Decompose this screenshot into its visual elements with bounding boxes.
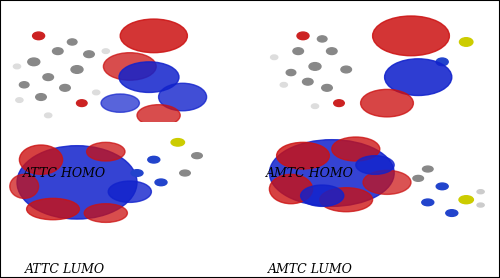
Circle shape — [28, 58, 40, 66]
Ellipse shape — [158, 83, 206, 111]
Circle shape — [43, 74, 54, 81]
Circle shape — [459, 196, 473, 204]
Text: ATTC LUMO: ATTC LUMO — [25, 263, 105, 276]
Text: ATTC HOMO: ATTC HOMO — [24, 167, 106, 180]
Circle shape — [76, 100, 87, 106]
Ellipse shape — [384, 59, 452, 95]
Circle shape — [102, 49, 110, 53]
Ellipse shape — [104, 53, 156, 80]
Ellipse shape — [108, 181, 152, 202]
Circle shape — [171, 139, 184, 146]
Ellipse shape — [10, 174, 38, 198]
Ellipse shape — [300, 185, 344, 206]
Circle shape — [312, 104, 318, 108]
Circle shape — [16, 98, 23, 102]
Circle shape — [302, 78, 313, 85]
Ellipse shape — [101, 94, 140, 112]
Circle shape — [322, 85, 332, 91]
Text: AMTC LUMO: AMTC LUMO — [268, 263, 352, 276]
Ellipse shape — [356, 156, 394, 174]
Circle shape — [422, 166, 433, 172]
Ellipse shape — [86, 142, 125, 161]
Circle shape — [280, 83, 287, 87]
Circle shape — [71, 66, 83, 73]
Ellipse shape — [17, 146, 137, 219]
Ellipse shape — [84, 204, 128, 222]
Circle shape — [68, 39, 77, 45]
Circle shape — [20, 82, 29, 88]
Circle shape — [446, 210, 458, 216]
Circle shape — [52, 48, 63, 54]
Circle shape — [286, 70, 296, 76]
Circle shape — [32, 32, 44, 40]
Circle shape — [270, 55, 278, 59]
Ellipse shape — [119, 62, 179, 92]
Circle shape — [60, 85, 70, 91]
Circle shape — [92, 90, 100, 95]
Circle shape — [293, 48, 304, 54]
Circle shape — [477, 190, 484, 194]
Ellipse shape — [20, 145, 62, 174]
Circle shape — [44, 113, 52, 118]
Circle shape — [477, 203, 484, 207]
Ellipse shape — [26, 198, 80, 220]
Circle shape — [436, 183, 448, 190]
Circle shape — [422, 199, 434, 206]
Ellipse shape — [332, 137, 380, 161]
Ellipse shape — [320, 188, 372, 212]
Circle shape — [413, 175, 424, 181]
Circle shape — [309, 63, 321, 70]
Circle shape — [155, 179, 167, 186]
Circle shape — [192, 153, 202, 159]
Circle shape — [131, 170, 143, 176]
Circle shape — [341, 66, 351, 73]
Circle shape — [148, 156, 160, 163]
Ellipse shape — [270, 140, 394, 206]
Circle shape — [460, 38, 473, 46]
Circle shape — [326, 48, 337, 54]
Ellipse shape — [363, 170, 411, 194]
Ellipse shape — [276, 142, 330, 169]
Circle shape — [14, 64, 20, 69]
Ellipse shape — [137, 105, 180, 126]
Circle shape — [436, 58, 448, 66]
Ellipse shape — [120, 19, 188, 53]
Circle shape — [297, 32, 309, 40]
Circle shape — [84, 51, 94, 58]
Circle shape — [318, 36, 327, 42]
Ellipse shape — [360, 90, 414, 117]
Circle shape — [36, 94, 46, 100]
Ellipse shape — [270, 174, 312, 204]
Ellipse shape — [372, 16, 450, 56]
Circle shape — [334, 100, 344, 106]
Circle shape — [180, 170, 190, 176]
Text: AMTC HOMO: AMTC HOMO — [266, 167, 354, 180]
